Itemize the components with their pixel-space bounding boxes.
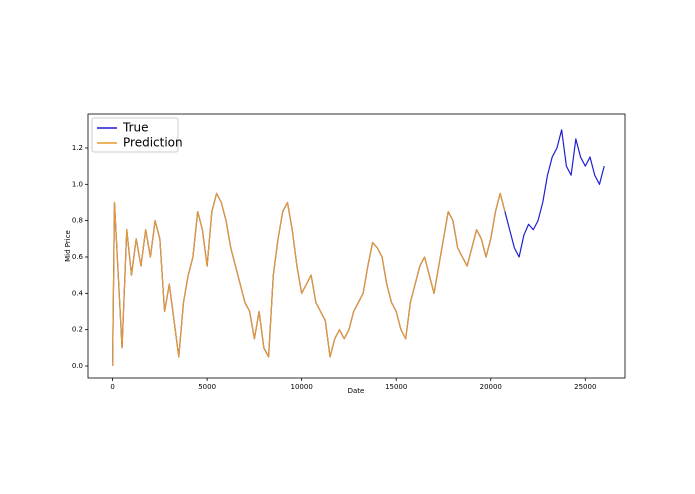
x-tick-label: 0 — [110, 383, 114, 391]
y-tick-label: 0.6 — [72, 253, 84, 261]
y-tick-label: 0.2 — [72, 326, 83, 334]
x-axis-label: Date — [348, 387, 365, 395]
plot-frame — [87, 113, 626, 379]
y-tick-label: 1.2 — [72, 144, 83, 152]
y-tick-label: 1.0 — [72, 180, 83, 188]
x-tick-label: 25000 — [574, 383, 596, 391]
legend-label: Prediction — [123, 136, 183, 150]
x-tick-label: 20000 — [480, 383, 502, 391]
y-tick-label: 0.4 — [72, 289, 84, 297]
x-tick-label: 5000 — [198, 383, 216, 391]
y-tick-label: 0.8 — [72, 217, 83, 225]
y-axis-label: Mid Price — [64, 230, 72, 262]
data-line — [111, 192, 506, 367]
x-tick-label: 15000 — [385, 383, 407, 391]
legend-label: True — [122, 121, 149, 135]
data-line — [111, 129, 605, 367]
x-tick-label: 10000 — [291, 383, 313, 391]
y-tick-label: 0.0 — [72, 362, 83, 370]
